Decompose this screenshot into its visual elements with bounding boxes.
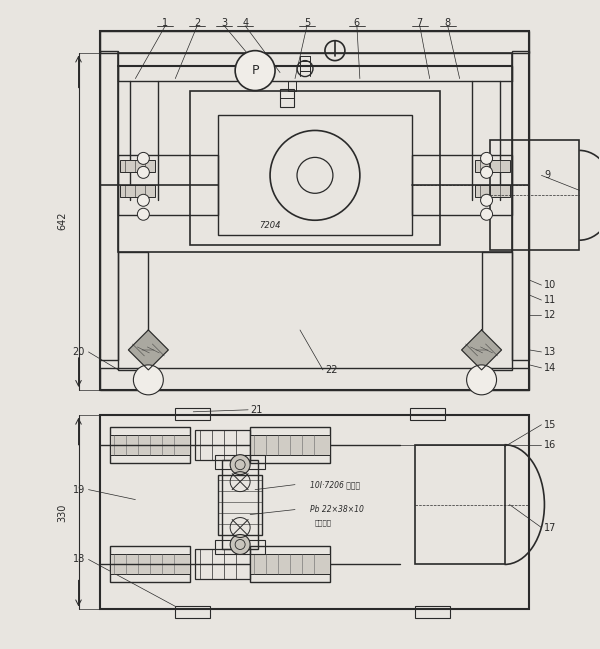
Text: 21: 21: [250, 405, 262, 415]
Circle shape: [230, 455, 250, 474]
Text: 4: 4: [242, 18, 248, 28]
Bar: [307, 167, 323, 183]
Bar: [222, 459, 258, 550]
Bar: [110, 427, 190, 463]
Text: 16: 16: [544, 440, 557, 450]
Text: 18: 18: [73, 554, 85, 565]
Bar: [100, 31, 529, 390]
Bar: [110, 554, 190, 574]
Text: 12: 12: [544, 310, 557, 320]
Bar: [250, 546, 330, 582]
Circle shape: [481, 194, 493, 206]
Text: P: P: [251, 64, 259, 77]
Circle shape: [137, 208, 149, 220]
Text: 19: 19: [73, 485, 85, 495]
Text: 7204: 7204: [259, 221, 281, 230]
Circle shape: [133, 365, 163, 395]
Bar: [280, 88, 294, 106]
Text: 15: 15: [544, 420, 557, 430]
Circle shape: [481, 166, 493, 178]
Bar: [288, 80, 296, 91]
Bar: [195, 430, 250, 459]
Text: 22: 22: [325, 365, 337, 375]
Bar: [100, 51, 118, 360]
Polygon shape: [128, 330, 169, 370]
Polygon shape: [461, 330, 502, 370]
Text: 13: 13: [544, 347, 557, 357]
Bar: [410, 408, 445, 420]
Bar: [415, 445, 505, 565]
Circle shape: [481, 153, 493, 164]
Text: 330: 330: [58, 504, 68, 522]
Text: 10I·7206 本由水: 10I·7206 本由水: [310, 480, 360, 489]
Circle shape: [481, 208, 493, 220]
Bar: [175, 408, 210, 420]
Circle shape: [235, 51, 275, 91]
Text: 2: 2: [194, 18, 200, 28]
Bar: [100, 31, 529, 53]
Text: 5: 5: [304, 18, 310, 28]
Text: 8: 8: [445, 18, 451, 28]
Bar: [250, 554, 330, 574]
Bar: [490, 140, 580, 250]
Circle shape: [467, 365, 497, 395]
Text: 642: 642: [58, 212, 68, 230]
Text: 1: 1: [162, 18, 169, 28]
Bar: [475, 160, 509, 173]
Circle shape: [137, 166, 149, 178]
Bar: [415, 606, 449, 618]
Bar: [190, 91, 440, 245]
Bar: [412, 155, 512, 215]
Text: 14: 14: [544, 363, 557, 373]
Bar: [482, 252, 512, 370]
Bar: [215, 541, 265, 554]
Circle shape: [137, 153, 149, 164]
Bar: [218, 474, 262, 535]
Bar: [250, 435, 330, 455]
Bar: [195, 550, 250, 580]
Text: 10: 10: [544, 280, 557, 290]
Bar: [118, 155, 218, 215]
Text: 3: 3: [221, 18, 227, 28]
Bar: [100, 368, 529, 390]
Text: 17: 17: [544, 522, 557, 533]
Bar: [118, 53, 512, 252]
Circle shape: [137, 194, 149, 206]
Bar: [175, 606, 210, 618]
Bar: [110, 546, 190, 582]
Bar: [100, 415, 529, 609]
Bar: [121, 186, 155, 197]
Bar: [512, 51, 529, 360]
Bar: [118, 252, 148, 370]
Text: 11: 11: [544, 295, 557, 305]
Bar: [250, 427, 330, 463]
Bar: [110, 435, 190, 455]
Text: Pb 22×38×10: Pb 22×38×10: [310, 505, 364, 514]
Circle shape: [230, 535, 250, 554]
Text: 9: 9: [544, 170, 551, 180]
Text: 6: 6: [354, 18, 360, 28]
Text: 7: 7: [416, 18, 423, 28]
Text: 橡皮油封: 橡皮油封: [315, 519, 332, 526]
Bar: [121, 160, 155, 173]
Bar: [475, 186, 509, 197]
Circle shape: [270, 130, 360, 220]
Bar: [215, 455, 265, 469]
Bar: [218, 116, 412, 235]
Text: 20: 20: [73, 347, 85, 357]
